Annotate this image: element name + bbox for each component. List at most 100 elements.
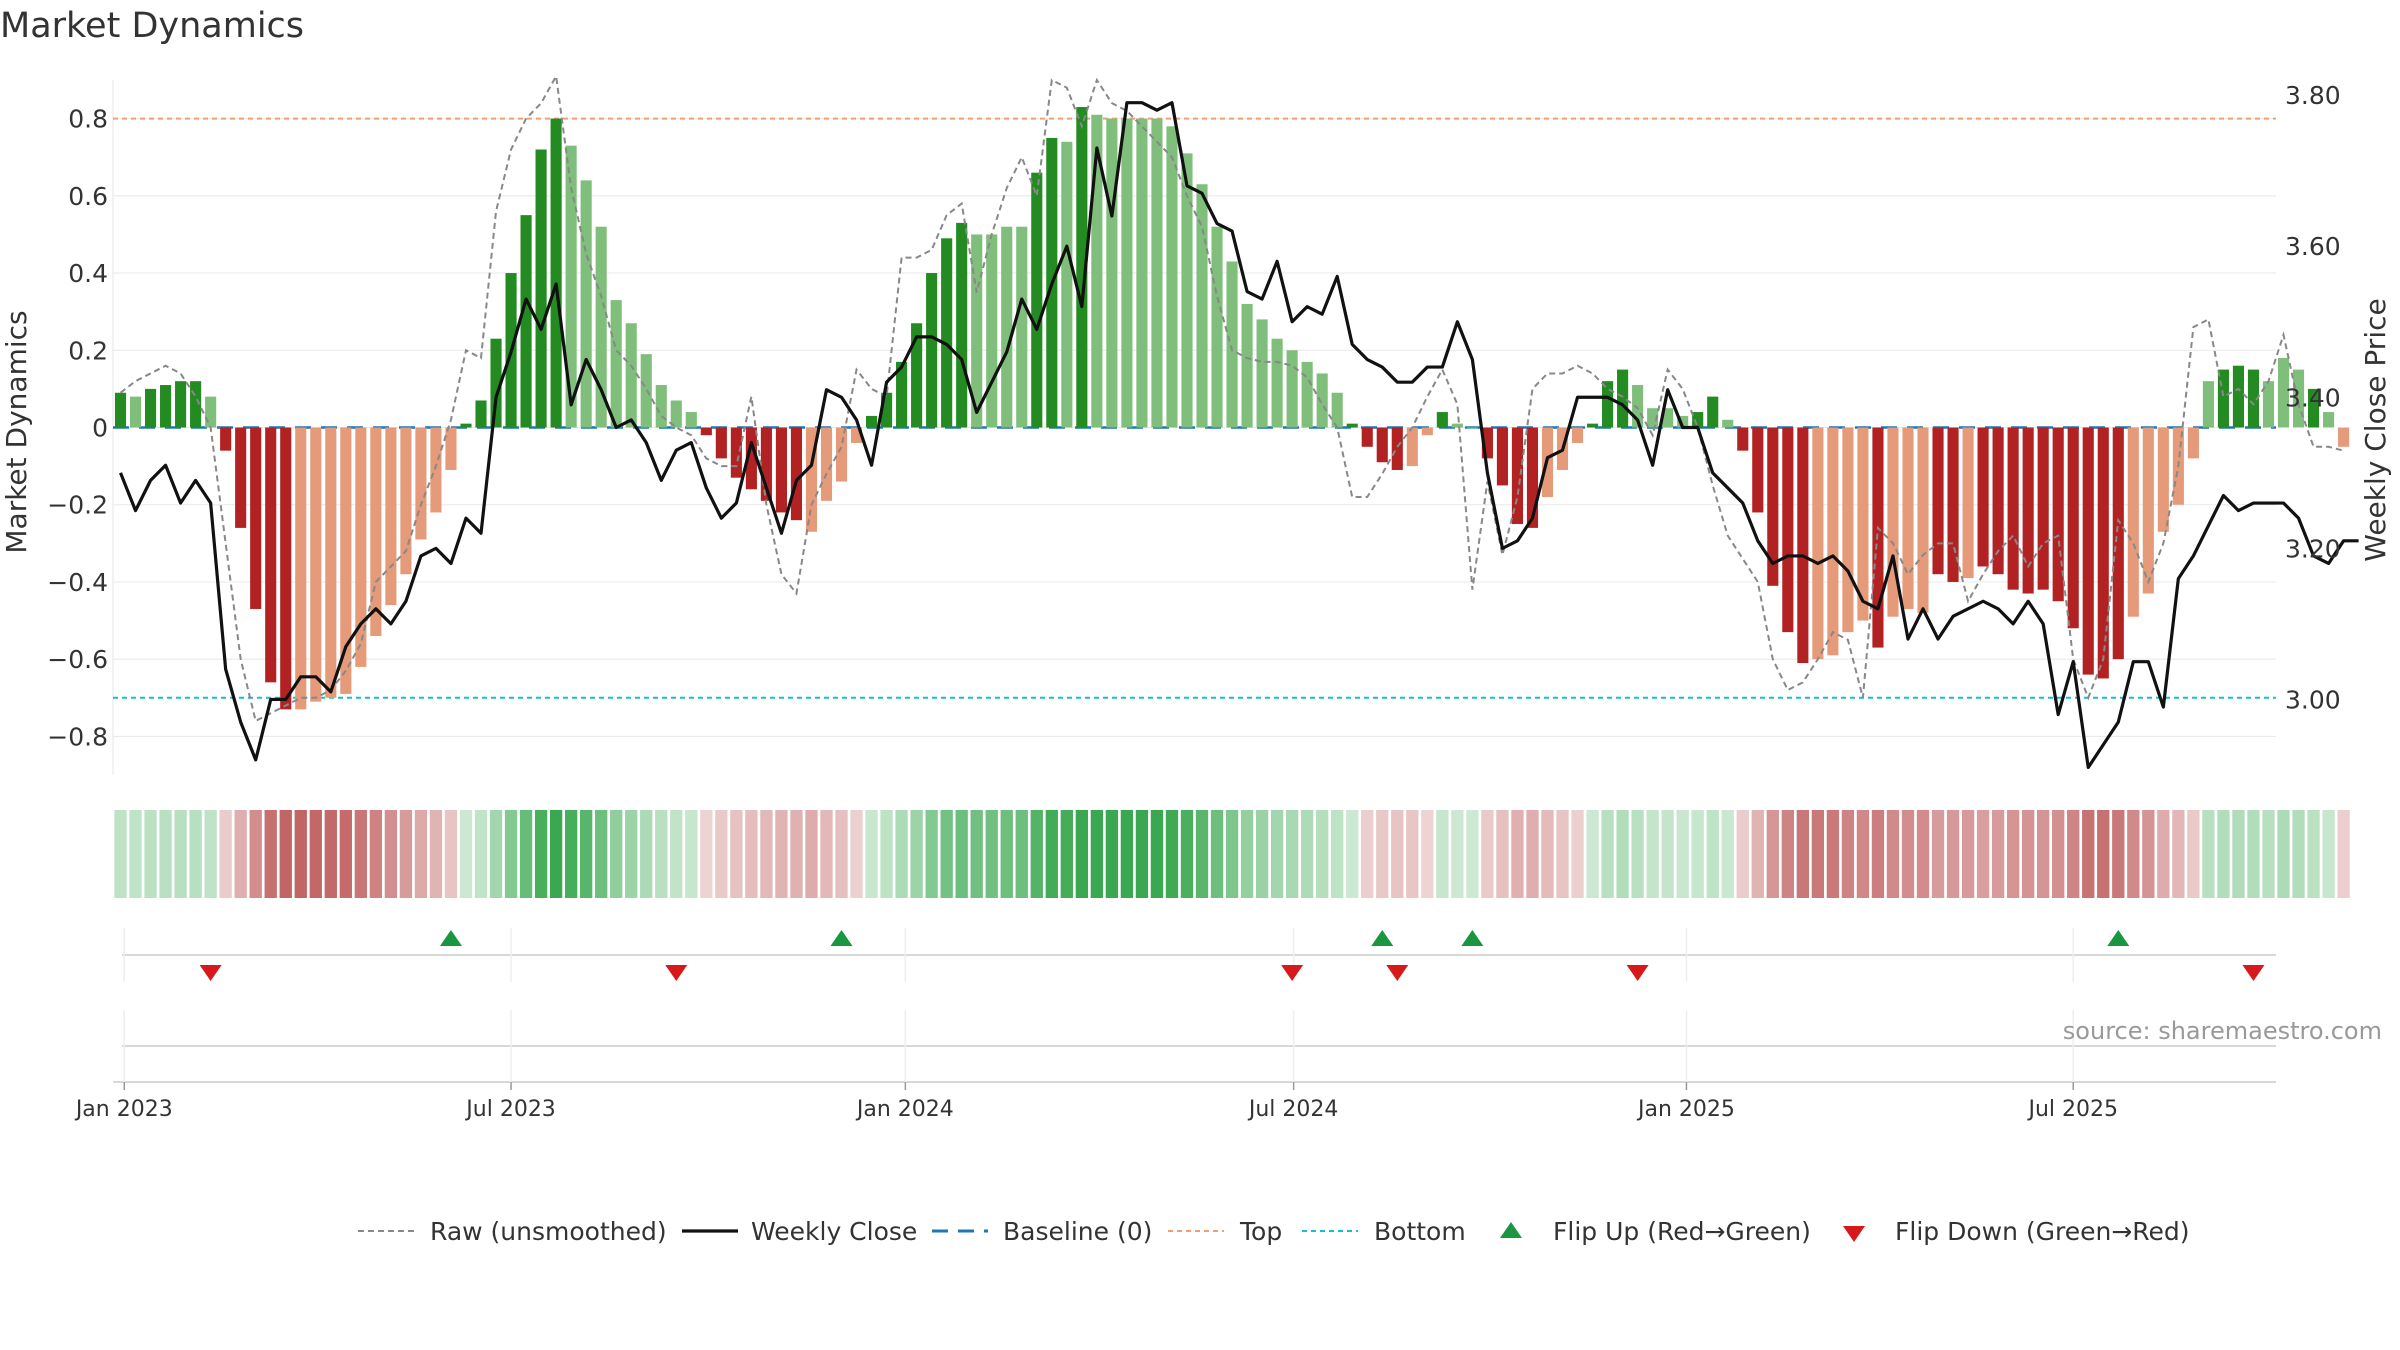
strip-cell — [2292, 810, 2305, 898]
right-axis-label: Weekly Close Price — [2359, 298, 2392, 561]
dynamics-bar — [2067, 427, 2079, 629]
strip-cell — [1030, 810, 1043, 898]
strip-cell — [504, 810, 518, 898]
strip-cell — [910, 810, 923, 898]
strip-cell — [1481, 810, 1494, 898]
dynamics-bar — [1451, 423, 1463, 428]
dynamics-bar — [2127, 427, 2139, 617]
dynamics-bar — [1136, 118, 1148, 428]
strip-cell — [429, 810, 443, 898]
flip-up-marker — [1461, 930, 1484, 946]
strip-cell — [1090, 810, 1104, 898]
dynamics-bar — [340, 427, 352, 694]
right-tick-label: 3.80 — [2285, 81, 2341, 110]
strip-cell — [1646, 810, 1659, 898]
dynamics-bar — [1887, 427, 1899, 617]
strip-cell — [940, 810, 953, 898]
left-tick-label: 0.2 — [68, 336, 108, 365]
left-tick-label: 0.6 — [68, 182, 108, 211]
dynamics-bar — [400, 427, 412, 575]
dynamics-bar — [805, 427, 818, 532]
dynamics-bar — [144, 388, 157, 428]
strip-cell — [1436, 810, 1449, 898]
dynamics-bar — [1586, 423, 1599, 428]
left-tick-label: −0.8 — [47, 722, 108, 751]
dynamics-bar — [1346, 423, 1358, 428]
dynamics-bar — [370, 427, 382, 636]
dynamics-bar — [2052, 427, 2064, 602]
dynamics-bar — [1902, 427, 1914, 609]
left-axis-label: Market Dynamics — [0, 310, 33, 553]
dynamics-bar — [2142, 427, 2154, 594]
dynamics-bar — [790, 427, 803, 521]
price-line-group — [119, 101, 2359, 770]
dynamics-bars — [114, 107, 2350, 710]
strip-cell — [1841, 810, 1855, 898]
strip-cell — [549, 810, 563, 898]
dynamics-bar — [2202, 381, 2214, 428]
strip-cell — [459, 810, 473, 898]
dynamics-bar — [1707, 396, 1719, 428]
x-tick-label: Jul 2023 — [464, 1097, 556, 1122]
legend-close-label: Weekly Close — [751, 1217, 917, 1246]
strip-cell — [1541, 810, 1554, 898]
strip-cell — [1736, 810, 1749, 898]
strip-cell — [1240, 810, 1254, 898]
dynamics-bar — [610, 300, 622, 428]
flip-up-marker — [830, 930, 853, 946]
dynamics-bar — [295, 427, 307, 710]
strip-cell — [1210, 810, 1224, 898]
dynamics-bar — [1647, 408, 1659, 428]
strip-cell — [655, 810, 668, 898]
flip-up-marker — [1371, 930, 1394, 946]
x-tick-label: Jan 2023 — [74, 1097, 173, 1122]
strip-cell — [1766, 810, 1779, 898]
dynamics-bar — [1151, 118, 1163, 428]
strip-cell — [2337, 810, 2350, 898]
legend-bottom-label: Bottom — [1374, 1217, 1466, 1246]
dynamics-bar — [1977, 427, 1989, 567]
strip-cell — [2187, 810, 2200, 898]
dynamics-bar — [1481, 427, 1493, 459]
dynamics-bar — [175, 381, 187, 428]
dynamics-bar — [1091, 114, 1103, 428]
strip-cell — [745, 810, 758, 898]
dynamics-bar — [430, 427, 442, 513]
x-tick-label: Jan 2024 — [855, 1097, 954, 1122]
strip-cell — [640, 810, 653, 898]
strip-cell — [1015, 810, 1028, 898]
dynamics-bar — [1662, 408, 1674, 428]
dynamics-bar — [715, 427, 727, 459]
dynamics-bar — [2007, 427, 2019, 590]
strip-cell — [835, 810, 848, 898]
weekly-close-line — [119, 101, 2359, 770]
dynamics-bar — [1962, 427, 1974, 579]
dynamics-bar — [2292, 369, 2305, 428]
dynamics-bar — [2097, 427, 2109, 679]
axis-labels: 0.8 0.6 0.4 0.2 0 −0.2 −0.4 −0.6 −0.8 3.80 3.60 3.4… — [47, 81, 2340, 751]
dynamics-bar — [730, 427, 742, 478]
strip-cell — [2112, 810, 2125, 898]
strip-cell — [579, 810, 593, 898]
dynamics-bar — [2112, 427, 2124, 660]
dynamics-bar — [2262, 381, 2275, 428]
flip-down-marker — [1386, 965, 1409, 981]
legend-flip-up-label: Flip Up (Red→Green) — [1553, 1217, 1811, 1246]
dynamics-bar — [1857, 427, 1869, 621]
left-tick-label: 0.4 — [68, 259, 108, 288]
strip-cell — [519, 810, 533, 898]
strip-cell — [1811, 810, 1825, 898]
dynamics-bar — [595, 226, 607, 428]
dynamics-bar — [1016, 226, 1028, 428]
strip-cell — [1526, 810, 1539, 898]
strip-cell — [2006, 810, 2020, 898]
strip-cell — [309, 810, 322, 898]
flip-markers-panel — [122, 928, 2276, 982]
dynamics-bar — [1031, 172, 1043, 428]
dynamics-bar — [490, 338, 502, 428]
dynamics-bar — [220, 427, 232, 451]
strip-cell — [1616, 810, 1629, 898]
strip-cell — [970, 810, 983, 898]
dynamics-bar — [775, 427, 787, 513]
dynamics-bar — [250, 427, 262, 609]
